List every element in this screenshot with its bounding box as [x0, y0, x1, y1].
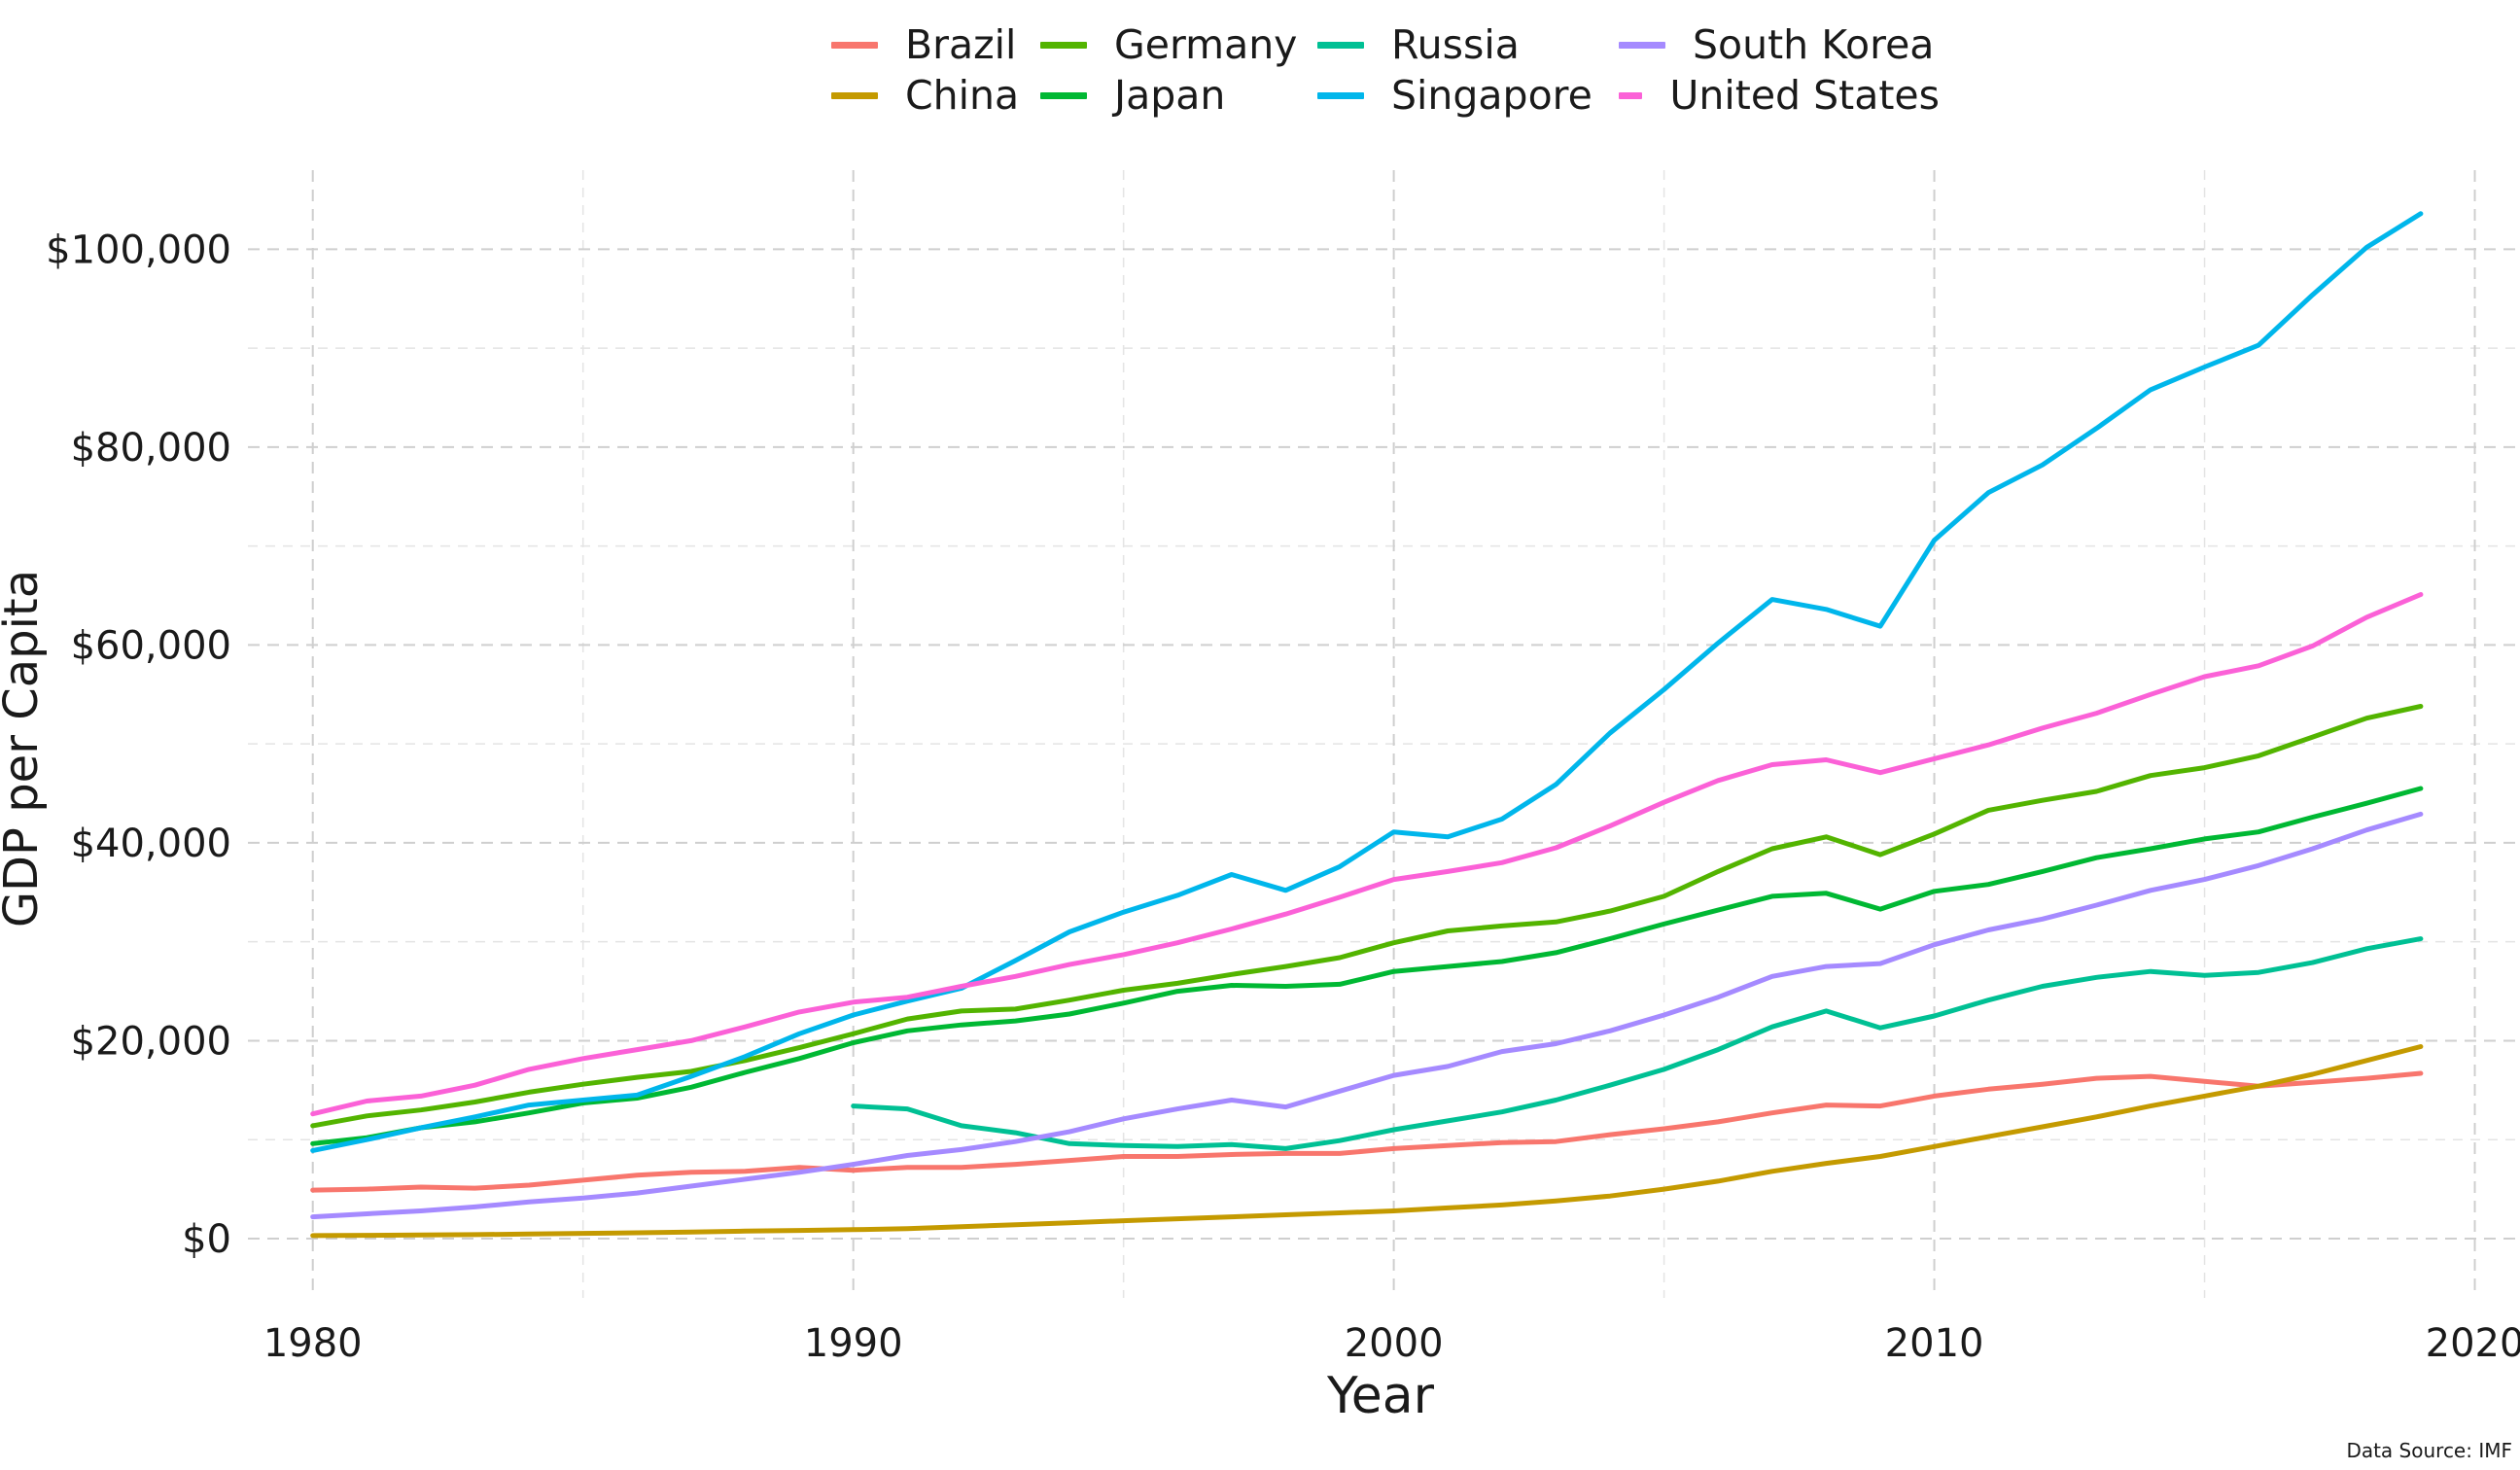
series-lines — [310, 211, 2424, 1239]
legend-item: South Korea — [1619, 19, 1940, 70]
legend-label: Singapore — [1391, 72, 1592, 119]
x-tick-label: 2000 — [1345, 1321, 1444, 1366]
legend-swatch — [1317, 91, 1364, 99]
legend-item: United States — [1619, 70, 1940, 121]
legend-label: China — [905, 72, 1020, 119]
y-tick-label: $0 — [182, 1217, 231, 1262]
y-tick-label: $80,000 — [71, 426, 231, 471]
legend-item: Russia — [1317, 19, 1619, 70]
legend-swatch — [1619, 41, 1665, 49]
legend: Brazil China Germany Japan Russia Singapore So… — [831, 19, 1940, 121]
legend-swatch — [831, 91, 878, 99]
x-tick-label: 1990 — [804, 1321, 903, 1366]
series-line-china — [310, 1044, 2424, 1239]
legend-label: South Korea — [1693, 21, 1935, 68]
legend-swatch — [1619, 91, 1643, 99]
legend-label: Russia — [1391, 21, 1520, 68]
y-tick-label: $100,000 — [46, 228, 231, 272]
series-line-germany — [310, 704, 2424, 1129]
series-line-united-states — [310, 592, 2424, 1117]
y-tick-label: $20,000 — [71, 1019, 231, 1064]
x-tick-label: 2010 — [1885, 1321, 1984, 1366]
legend-item: Germany — [1040, 19, 1317, 70]
legend-label: Japan — [1114, 72, 1226, 119]
data-source-note: Data Source: IMF — [2346, 1439, 2512, 1462]
y-tick-label: $60,000 — [71, 623, 231, 668]
legend-item: Singapore — [1317, 70, 1619, 121]
x-axis-label: Year — [1326, 1367, 1435, 1425]
y-tick-label: $40,000 — [71, 822, 231, 866]
series-line-brazil — [310, 1070, 2424, 1193]
legend-label: United States — [1669, 72, 1940, 119]
legend-swatch — [831, 41, 878, 49]
legend-item: Brazil — [831, 19, 1040, 70]
legend-item: China — [831, 70, 1040, 121]
x-tick-label: 2020 — [2426, 1321, 2520, 1366]
legend-label: Brazil — [905, 21, 1017, 68]
series-line-singapore — [310, 211, 2424, 1153]
series-line-south-korea — [310, 811, 2424, 1220]
y-axis-tick-labels: $0 $20,000 $40,000 $60,000 $80,000 $100,000 — [46, 228, 231, 1262]
x-tick-label: 1980 — [263, 1321, 363, 1366]
legend-swatch — [1040, 41, 1087, 49]
legend-swatch — [1317, 41, 1364, 49]
x-axis-tick-labels: 1980 1990 2000 2010 2020 — [263, 1321, 2520, 1366]
legend-swatch — [1040, 91, 1087, 99]
legend-item: Japan — [1040, 70, 1317, 121]
y-axis-label: GDP per Capita — [0, 570, 49, 928]
series-line-russia — [851, 936, 2424, 1151]
series-line-japan — [310, 786, 2424, 1146]
grid — [248, 170, 2518, 1298]
legend-label: Germany — [1114, 21, 1298, 68]
